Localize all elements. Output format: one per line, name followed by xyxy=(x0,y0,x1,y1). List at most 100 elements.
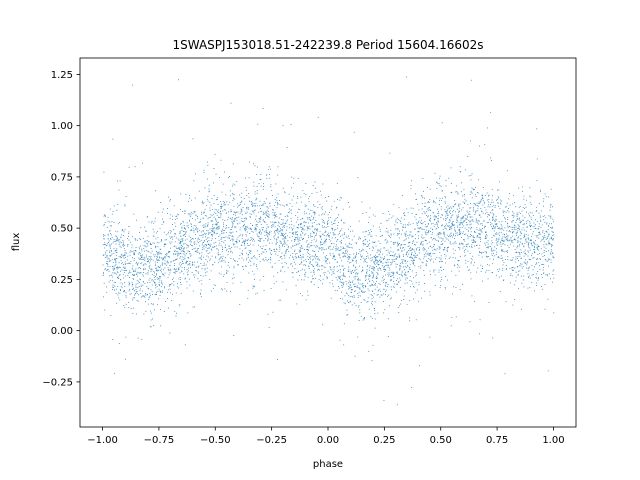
data-point xyxy=(355,273,356,275)
data-point xyxy=(206,250,208,251)
data-point xyxy=(305,183,307,184)
data-point xyxy=(184,227,185,229)
data-point xyxy=(373,273,375,275)
data-point xyxy=(232,240,234,242)
data-point xyxy=(552,270,554,272)
data-point xyxy=(391,263,393,265)
data-point xyxy=(117,223,119,225)
data-point xyxy=(205,259,207,260)
data-point xyxy=(198,239,200,240)
data-point xyxy=(500,202,501,204)
data-point xyxy=(183,273,185,275)
data-point xyxy=(371,360,373,362)
data-point xyxy=(136,291,138,292)
data-point xyxy=(256,190,258,191)
data-point xyxy=(471,226,473,228)
data-point xyxy=(476,235,478,236)
data-point xyxy=(213,242,215,244)
data-point xyxy=(321,269,323,270)
data-point xyxy=(276,240,277,242)
data-point xyxy=(228,211,229,213)
data-point xyxy=(146,286,148,287)
data-point xyxy=(292,227,294,229)
data-point xyxy=(456,191,458,193)
data-point xyxy=(296,221,297,223)
data-point xyxy=(168,307,169,309)
data-point xyxy=(330,208,332,210)
data-point xyxy=(178,253,180,255)
data-point xyxy=(232,200,234,202)
data-point xyxy=(312,218,314,220)
data-point xyxy=(319,224,320,225)
data-point xyxy=(405,235,407,237)
data-point xyxy=(454,200,456,201)
data-point xyxy=(245,265,247,267)
data-point xyxy=(307,208,309,210)
data-point xyxy=(282,233,284,235)
data-point xyxy=(388,251,390,253)
data-point xyxy=(175,258,177,260)
data-point xyxy=(528,244,529,246)
data-point xyxy=(157,290,159,292)
data-point xyxy=(325,197,326,198)
data-point xyxy=(217,211,218,213)
data-point xyxy=(383,269,385,270)
data-point xyxy=(492,337,494,339)
data-point xyxy=(449,242,451,244)
data-point xyxy=(493,258,494,260)
data-point xyxy=(361,290,363,292)
data-point xyxy=(298,224,300,226)
data-point xyxy=(472,237,474,238)
data-point xyxy=(197,248,198,250)
data-point xyxy=(239,204,240,206)
data-point xyxy=(195,234,196,236)
data-point xyxy=(258,183,260,184)
data-point xyxy=(321,249,323,251)
data-point xyxy=(325,261,327,263)
data-point xyxy=(265,211,266,213)
data-point xyxy=(281,219,283,220)
data-point xyxy=(240,220,242,222)
data-point xyxy=(231,235,233,237)
data-point xyxy=(504,259,506,260)
data-point xyxy=(240,203,241,205)
data-point xyxy=(539,231,541,233)
data-point xyxy=(348,271,350,272)
data-point xyxy=(380,251,381,253)
data-point xyxy=(186,260,188,262)
data-point xyxy=(401,217,402,219)
data-point xyxy=(515,239,517,241)
data-point xyxy=(139,290,141,292)
data-point xyxy=(393,272,395,274)
data-point xyxy=(314,253,316,255)
data-point xyxy=(377,260,379,262)
data-point xyxy=(192,264,193,265)
data-point xyxy=(359,287,360,289)
data-point xyxy=(174,251,175,252)
data-point xyxy=(474,231,475,233)
data-point xyxy=(454,227,456,229)
data-point xyxy=(506,170,508,172)
data-point xyxy=(142,237,144,239)
data-point xyxy=(338,222,339,223)
data-point xyxy=(389,213,391,215)
data-point xyxy=(267,216,269,218)
data-point xyxy=(517,255,519,257)
data-point xyxy=(112,262,114,263)
data-point xyxy=(195,173,196,175)
data-point xyxy=(272,224,274,226)
data-point xyxy=(171,237,173,238)
data-point xyxy=(274,221,276,223)
data-point xyxy=(424,240,426,241)
data-point xyxy=(191,249,193,250)
data-point xyxy=(370,260,372,262)
data-point xyxy=(230,251,231,253)
data-point xyxy=(487,246,489,248)
data-point xyxy=(480,229,481,231)
data-point xyxy=(138,253,139,255)
data-point xyxy=(374,301,376,303)
data-point xyxy=(175,246,177,248)
data-point xyxy=(482,212,484,214)
data-point xyxy=(170,199,171,201)
data-point xyxy=(143,245,145,247)
